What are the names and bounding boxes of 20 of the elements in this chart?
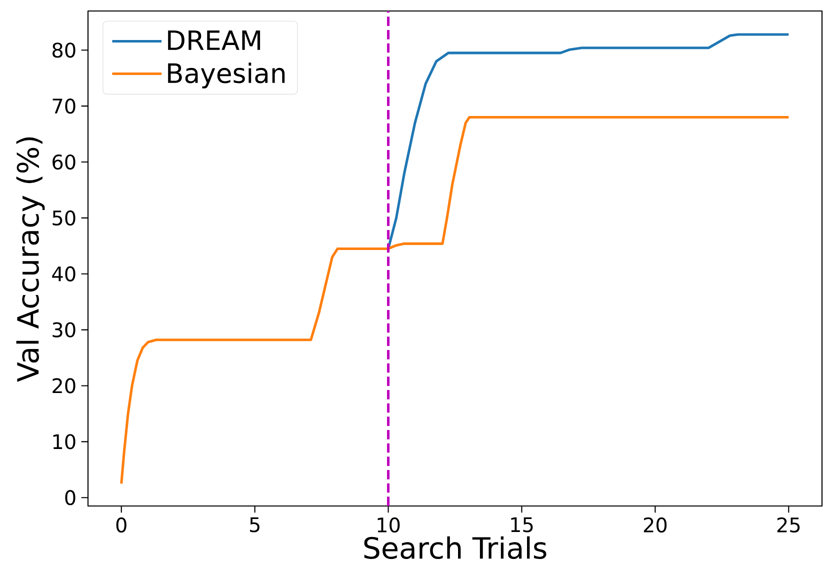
y-tick-label: 80 [52,42,76,58]
line-series [120,116,790,485]
y-axis-title: Val Accuracy (%) [16,137,45,382]
x-tick-label: 15 [511,517,533,532]
y-tick-label: 40 [52,266,76,282]
x-tick-label: 0 [116,517,126,533]
y-tick-label: 70 [52,98,76,114]
y-tick-label: 10 [53,434,76,450]
y-tick-label: 60 [52,154,76,170]
x-tick-label: 20 [644,517,667,533]
y-tick-label: 50 [52,210,76,226]
x-tick-label: 10 [378,517,400,533]
y-tick-label: 20 [52,378,76,394]
x-axis-title: Search Trials [364,536,546,560]
x-tick-label: 5 [250,517,260,532]
x-tick-label: 25 [777,517,800,533]
y-tick-label: 30 [52,322,76,338]
y-tick-label: 0 [65,490,76,506]
legend-label: Bayesian [168,62,285,88]
legend-label: DREAM [168,30,260,50]
